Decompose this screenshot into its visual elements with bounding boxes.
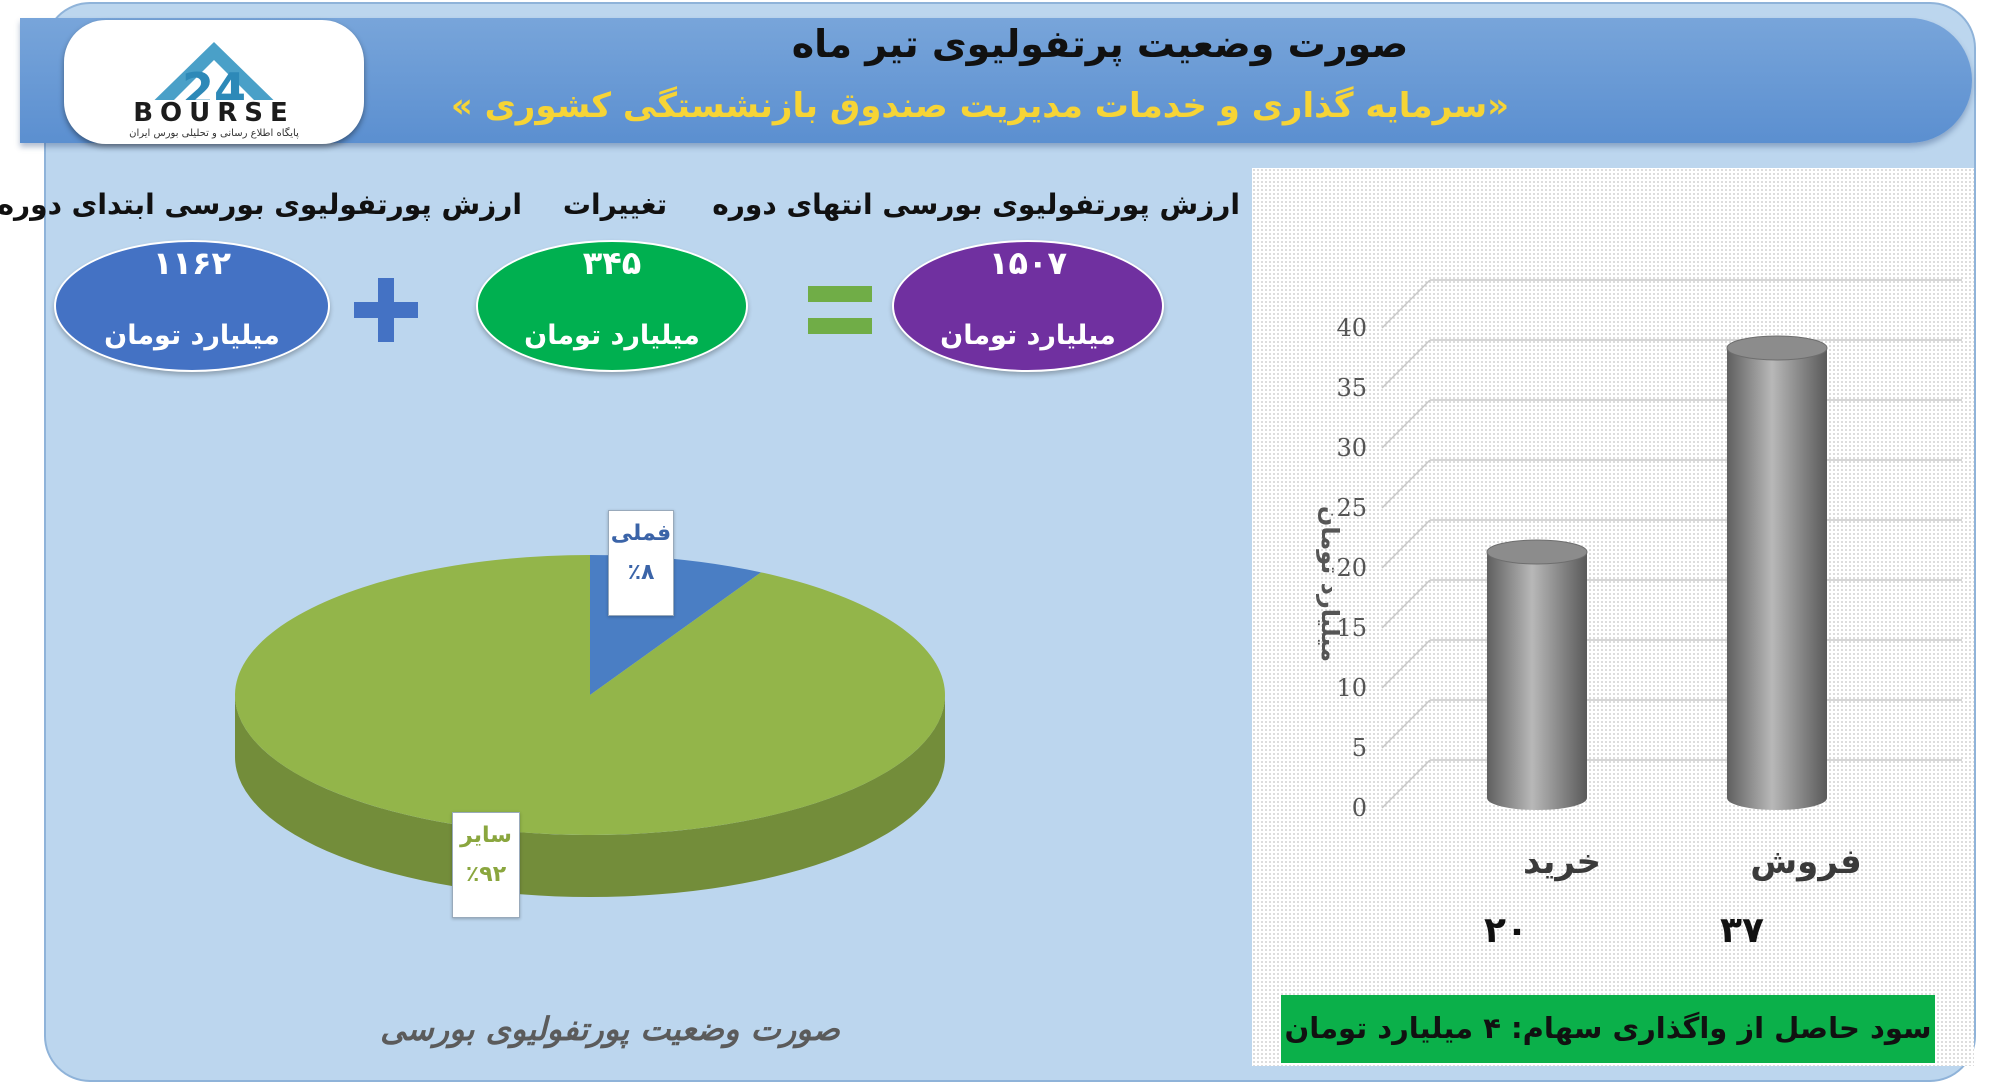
trade-bar-chart: 0 5 10 15 20 25 30 35 40 <box>1336 279 1962 822</box>
start-period-value-ellipse: ۱۱۶۲ میلیارد تومان <box>54 240 330 372</box>
bar-value-buy: ۲۰ <box>1484 910 1528 951</box>
pie-slice-1 <box>234 555 946 835</box>
y-axis-title: میلیارد تومان <box>1316 505 1344 663</box>
y-tick-label: 40 <box>1336 314 1367 342</box>
equals-icon <box>808 286 872 334</box>
bar-0 <box>1486 539 1588 810</box>
portfolio-pie-chart <box>234 555 946 897</box>
bar-category-buy: خرید <box>1522 842 1602 882</box>
pie-label-fameli: فملی ٪۸ <box>608 510 674 616</box>
gridline-diag <box>1381 279 1431 329</box>
gridline-diag <box>1381 579 1431 629</box>
pie-label-other-name: سایر <box>460 823 512 848</box>
start-period-unit: میلیارد تومان <box>104 320 280 351</box>
end-period-value: ۱۵۰۷ <box>988 244 1068 282</box>
bar-1 <box>1726 335 1828 810</box>
gridline-diag <box>1381 459 1431 509</box>
logo-mark-icon: 2 4 <box>154 42 274 100</box>
caption-end-period: ارزش پورتفولیوی بورسی انتهای دوره <box>712 188 1240 221</box>
caption-start-period: ارزش پورتفولیوی بورسی ابتدای دوره <box>0 188 522 221</box>
gridline-diag <box>1381 759 1431 809</box>
gridline-diag <box>1381 339 1431 389</box>
page-title: صورت وضعیت پرتفولیوی تیر ماه <box>791 22 1409 66</box>
changes-unit: میلیارد تومان <box>524 320 700 351</box>
svg-text:2: 2 <box>182 63 214 100</box>
y-tick-label: 10 <box>1336 674 1367 702</box>
y-tick-label: 35 <box>1336 374 1367 402</box>
plus-icon <box>354 278 418 342</box>
bar-value-sell: ۳۷ <box>1720 910 1764 951</box>
start-period-value: ۱۱۶۲ <box>152 244 232 282</box>
logo: 2 4 BOURSE پایگاه اطلاع رسانی و تحلیلی ب… <box>64 20 364 144</box>
logo-text: BOURSE <box>133 98 295 128</box>
page-subtitle: «سرمایه گذاری و خدمات مدیریت صندوق بازنش… <box>450 86 1510 126</box>
y-tick-label: 15 <box>1336 614 1367 642</box>
logo-tagline: پایگاه اطلاع رسانی و تحلیلی بورس ایران <box>129 128 299 139</box>
profit-note-box: سود حاصل از واگذاری سهام: ۴ میلیارد توما… <box>1281 995 1935 1063</box>
y-tick-label: 5 <box>1352 734 1367 762</box>
changes-value-ellipse: ۳۴۵ میلیارد تومان <box>476 240 748 372</box>
end-period-value-ellipse: ۱۵۰۷ میلیارد تومان <box>892 240 1164 372</box>
caption-changes: تغییرات <box>562 188 668 221</box>
pie-caption: صورت وضعیت پورتفولیوی بورسی <box>380 1010 840 1048</box>
svg-text:4: 4 <box>214 63 246 100</box>
y-tick-label: 30 <box>1336 434 1367 462</box>
pie-label-other: سایر ٪۹۲ <box>452 812 520 918</box>
pie-label-fameli-value: ٪۸ <box>627 560 655 585</box>
pie-side-wall <box>235 695 945 897</box>
pie-label-fameli-name: فملی <box>610 521 672 546</box>
end-period-unit: میلیارد تومان <box>940 320 1116 351</box>
gridline-diag <box>1381 639 1431 689</box>
changes-value: ۳۴۵ <box>582 244 642 282</box>
gridline-diag <box>1381 699 1431 749</box>
bar-chart-panel <box>1252 168 1974 1066</box>
y-tick-label: 0 <box>1352 794 1367 822</box>
y-tick-label: 20 <box>1336 554 1367 582</box>
gridline-diag <box>1381 399 1431 449</box>
gridline-diag <box>1381 519 1431 569</box>
bar-category-sell: فروش <box>1750 842 1862 882</box>
pie-label-other-value: ٪۹۲ <box>465 862 507 887</box>
y-tick-label: 25 <box>1336 494 1367 522</box>
